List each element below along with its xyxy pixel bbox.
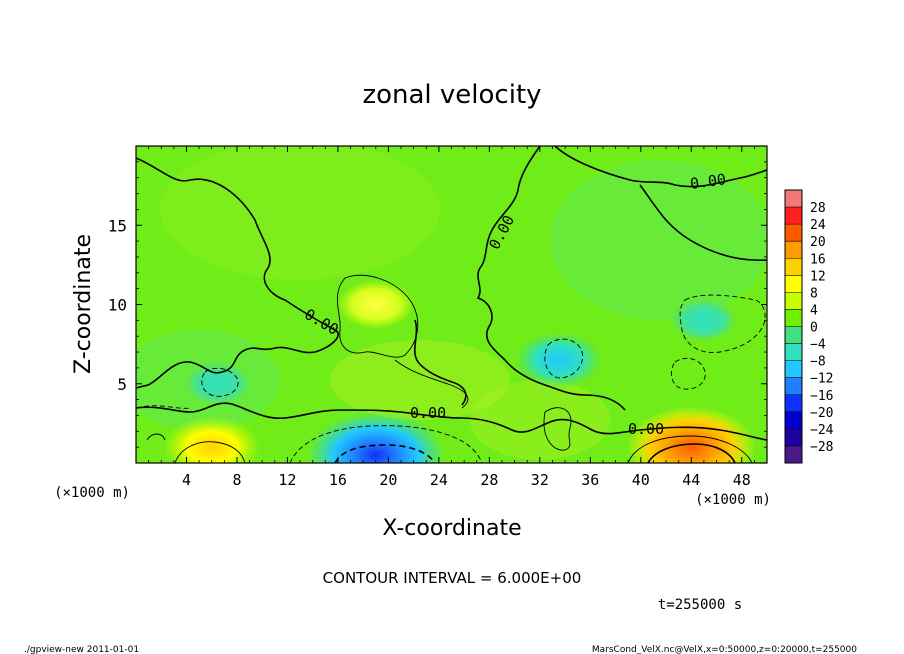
colorbar-label: −12: [810, 372, 833, 387]
x-tick-label: 48: [733, 471, 751, 489]
contour-label: 0.00: [628, 420, 664, 438]
colorbar-swatch: [785, 428, 802, 447]
chart-title: zonal velocity: [362, 80, 541, 110]
y-tick-label: 10: [108, 296, 127, 315]
footer-left: ./gpview-new 2011-01-01: [24, 645, 139, 654]
colorbar-label: −28: [810, 440, 833, 455]
x-tick-label: 20: [379, 471, 397, 489]
colorbar-swatch: [785, 360, 802, 378]
zero-contour-line: [414, 319, 467, 406]
y-tick-label: 15: [108, 216, 127, 235]
negative-contour-line: [289, 425, 483, 463]
x-tick-label: 12: [278, 471, 296, 489]
y-axis: 5 10 15: [108, 161, 767, 448]
positive-contour-line: [627, 435, 753, 463]
negative-anomaly: [670, 298, 738, 342]
x-tick-label: 8: [232, 471, 241, 489]
colorbar-label: 12: [810, 269, 826, 284]
colorbar-label: −8: [810, 355, 826, 370]
positive-contour-line: [336, 274, 419, 358]
x-unit-left: (×1000 m): [54, 485, 130, 501]
x-tick-label: 24: [430, 471, 448, 489]
colorbar-swatch: [785, 343, 802, 361]
positive-anomaly: [336, 279, 415, 330]
negative-contour-line: [334, 444, 436, 463]
footer-right: MarsCond_VelX.nc@VelX,x=0:50000,z=0:2000…: [592, 645, 857, 654]
colorbar: 28 24 20 16 12 8 4 0 −4 −8 −12 −16 −20 −24 −28: [784, 189, 834, 464]
negative-anomaly: [514, 331, 603, 388]
negative-contour-line: [544, 338, 583, 379]
x-axis: 4 8 12 16 20 24 28 32 36 40 44 48: [148, 146, 755, 489]
x-tick-label: 32: [531, 471, 549, 489]
zero-contour-line: [136, 402, 767, 441]
positive-contour-line: [394, 359, 469, 409]
colorbar-label: 28: [810, 201, 826, 216]
x-tick-label: 16: [329, 471, 347, 489]
colorbar-label: 24: [810, 218, 826, 233]
negative-contour-line: [136, 405, 191, 409]
zero-contour-line: [639, 184, 767, 262]
bg-shade: [550, 160, 767, 320]
zero-contour-line: [136, 157, 339, 389]
colorbar-label: −20: [810, 406, 833, 421]
zero-contour-line: [476, 146, 626, 411]
colorbar-swatch: [785, 275, 802, 293]
negative-anomaly: [305, 411, 446, 463]
plot-area: 0.00 0.00 0.00 0.00 0.00: [136, 146, 767, 463]
x-tick-label: 36: [581, 471, 599, 489]
negative-contour-line: [201, 367, 239, 397]
positive-anomaly: [162, 415, 261, 463]
colorbar-swatch: [785, 207, 802, 225]
positive-contour-line: [543, 407, 572, 451]
contour-lines: [136, 146, 767, 463]
positive-contour-line: [174, 441, 246, 463]
time-text: t=255000 s: [658, 597, 742, 613]
x-tick-label: 4: [182, 471, 191, 489]
colorbar-label: −16: [810, 389, 833, 404]
colorbar-swatch: [785, 394, 802, 413]
x-tick-label: 44: [682, 471, 700, 489]
colorbar-swatch: [785, 258, 802, 276]
colorbar-swatch: [785, 241, 802, 259]
colorbar-label: 8: [810, 286, 818, 301]
bg-shade: [470, 380, 610, 460]
zero-contour-line: [554, 146, 767, 188]
colorbar-swatch: [785, 224, 802, 242]
colorbar-swatch: [785, 326, 802, 344]
contour-interval-text: CONTOUR INTERVAL = 6.000E+00: [323, 569, 582, 587]
colorbar-label: 4: [810, 303, 818, 318]
x-unit-right: (×1000 m): [695, 492, 771, 508]
colorbar-swatch: [785, 292, 802, 310]
positive-anomaly: [626, 406, 757, 463]
anomaly-features: [162, 279, 757, 463]
colorbar-swatch: [785, 445, 802, 464]
colorbar-swatch: [785, 190, 802, 208]
colorbar-swatch: [785, 377, 802, 396]
y-tick-label: 5: [117, 375, 127, 394]
colorbar-swatch: [785, 309, 802, 327]
positive-contour-line: [647, 443, 736, 463]
colorbar-label: −24: [810, 423, 834, 438]
x-axis-label: X-coordinate: [382, 516, 521, 541]
contour-label: 0.00: [410, 404, 446, 422]
positive-contour-line: [146, 433, 166, 441]
colorbar-swatch: [785, 411, 802, 430]
negative-anomaly: [184, 362, 252, 406]
negative-contour-line: [670, 357, 706, 390]
colorbar-label: 16: [810, 252, 826, 267]
x-tick-label: 40: [632, 471, 650, 489]
x-tick-label: 28: [480, 471, 498, 489]
negative-contour-line: [679, 294, 766, 353]
y-axis-label: Z-coordinate: [71, 234, 96, 374]
bg-shade: [160, 146, 440, 280]
colorbar-label: −4: [810, 338, 826, 353]
colorbar-label: 0: [810, 321, 818, 336]
contour-label: 0.00: [689, 170, 727, 193]
colorbar-label: 20: [810, 235, 826, 250]
